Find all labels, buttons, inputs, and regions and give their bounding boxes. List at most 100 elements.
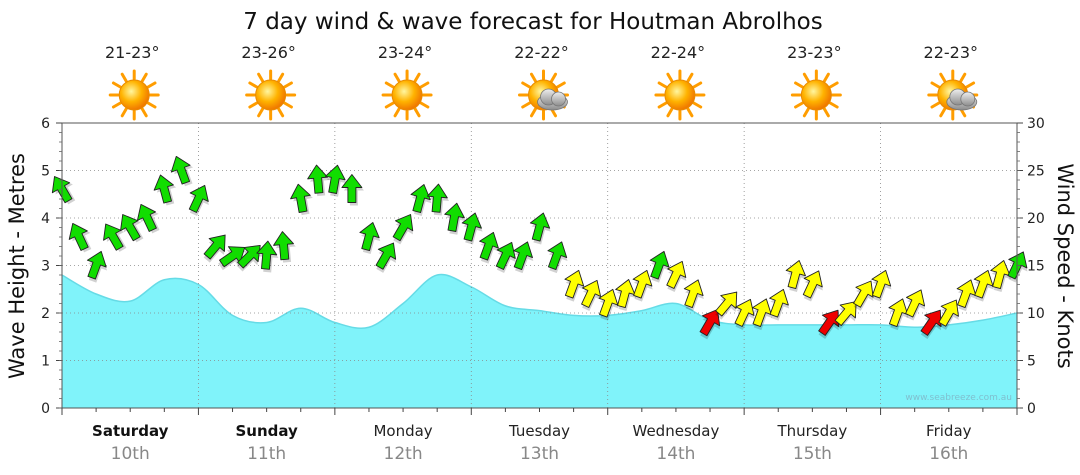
y-right-tick-label: 20 [1027, 211, 1045, 227]
wind-arrow [834, 301, 857, 330]
wind-arrow [51, 176, 76, 205]
y-axis-left-title: Wave Height - Metres [5, 153, 29, 379]
wind-arrow [666, 260, 687, 293]
wind-arrow [410, 184, 432, 217]
partly-cloudy-icon [927, 69, 979, 121]
wind-arrow [547, 241, 568, 274]
wind-arrow [529, 212, 551, 245]
wind-arrow [990, 260, 1012, 293]
y-right-tick-label: 15 [1027, 259, 1045, 275]
wind-arrow [564, 269, 585, 302]
wind-arrow [203, 234, 226, 263]
wind-arrow [818, 309, 840, 340]
plot-area: 0 1 2 3 4 5 6 0 5 10 15 20 25 30 Saturday 10th Sunday 1… [41, 116, 1045, 464]
y-right-tick-label: 30 [1027, 116, 1045, 132]
wind-arrow [103, 223, 127, 252]
wind-arrow [920, 309, 942, 340]
wave-height-line [61, 273, 1018, 330]
wind-arrow [785, 260, 807, 293]
y-right-tick-label: 5 [1027, 354, 1036, 370]
day-date-label: 15th [793, 444, 832, 464]
temperature-range: 23-24° [378, 43, 433, 62]
day-date-label: 12th [384, 444, 423, 464]
chart-title: 7 day wind & wave forecast for Houtman A… [243, 9, 822, 35]
wave-height-area [62, 274, 1017, 408]
wind-arrow [715, 291, 738, 320]
wind-arrow [905, 289, 926, 321]
y-left-tick-label: 6 [41, 116, 50, 132]
wind-arrow [153, 174, 177, 206]
day-name-label: Sunday [235, 422, 298, 440]
wind-arrow [68, 222, 92, 253]
wind-arrow [120, 214, 144, 243]
y-left-tick-label: 5 [41, 164, 50, 180]
temperature-range: 21-23° [105, 43, 160, 62]
temperature-range: 22-24° [651, 43, 706, 62]
wind-arrow [956, 279, 977, 312]
wind-arrow [938, 299, 959, 330]
y-axis-left-ticks: 0 1 2 3 4 5 6 [41, 116, 62, 417]
wind-arrow [188, 184, 209, 217]
wind-arrow [136, 203, 160, 234]
wind-arrow [290, 183, 313, 216]
day-date-label: 13th [520, 444, 559, 464]
y-right-tick-label: 0 [1027, 401, 1036, 417]
day-date-label: 14th [656, 444, 695, 464]
wind-arrow [392, 214, 414, 245]
sun-icon [654, 69, 706, 121]
wind-arrow [615, 279, 637, 312]
day-name-label: Wednesday [633, 422, 720, 440]
wind-arrow [513, 241, 534, 274]
x-axis-day-labels: Saturday 10th Sunday 11th Monday 12th Tuesday 1… [61, 408, 1018, 464]
day-date-label: 16th [929, 444, 968, 464]
wind-arrow [170, 155, 194, 187]
wind-arrow [495, 241, 516, 274]
weather-row: 21-23° 23-26° 23-24° 22-22° 22-24° 23-23° 22-2… [105, 43, 979, 121]
day-date-label: 11th [247, 444, 286, 464]
y-right-tick-label: 10 [1027, 306, 1045, 322]
wind-arrow [256, 240, 279, 273]
day-name-label: Thursday [776, 422, 847, 440]
day-name-label: Tuesday [508, 422, 570, 440]
wind-arrow [461, 212, 483, 245]
y-right-tick-label: 25 [1027, 164, 1045, 180]
wind-arrow [273, 231, 296, 263]
y-left-tick-label: 4 [41, 211, 50, 227]
wind-arrow [683, 279, 704, 312]
wind-arrow [632, 269, 653, 302]
wind-arrow [86, 250, 108, 283]
temperature-range: 22-23° [924, 43, 979, 62]
wind-arrow [426, 183, 450, 216]
wind-arrow [375, 242, 397, 273]
wind-arrow [341, 174, 364, 206]
wind-arrow [802, 270, 823, 302]
y-axis-right-ticks: 0 5 10 15 20 25 30 [1017, 116, 1045, 417]
wind-arrow [324, 164, 347, 197]
y-left-tick-label: 1 [41, 354, 50, 370]
day-name-label: Saturday [92, 422, 169, 440]
wind-arrow [236, 244, 261, 272]
wind-arrow [699, 309, 721, 340]
day-name-label: Friday [926, 422, 972, 440]
partly-cloudy-icon [518, 69, 569, 121]
wind-arrow [734, 298, 755, 331]
y-left-tick-label: 3 [41, 259, 50, 275]
sun-icon [790, 69, 842, 121]
temperature-range: 23-26° [241, 43, 296, 62]
y-left-tick-label: 0 [41, 401, 50, 417]
wind-arrow [649, 250, 670, 283]
day-date-label: 10th [111, 444, 150, 464]
wind-arrow [581, 279, 602, 312]
sun-icon [245, 69, 297, 121]
day-name-label: Monday [373, 422, 432, 440]
wind-arrow [853, 280, 874, 311]
temperature-range: 23-23° [787, 43, 842, 62]
wind-arrow [359, 222, 381, 255]
sun-icon [381, 69, 433, 121]
y-axis-right-title: Wind Speed - Knots [1053, 163, 1077, 368]
wind-arrow [598, 288, 619, 321]
wind-arrow [769, 288, 790, 321]
temperature-range: 22-22° [514, 43, 569, 62]
watermark: www.seabreeze.com.au [905, 393, 1012, 403]
